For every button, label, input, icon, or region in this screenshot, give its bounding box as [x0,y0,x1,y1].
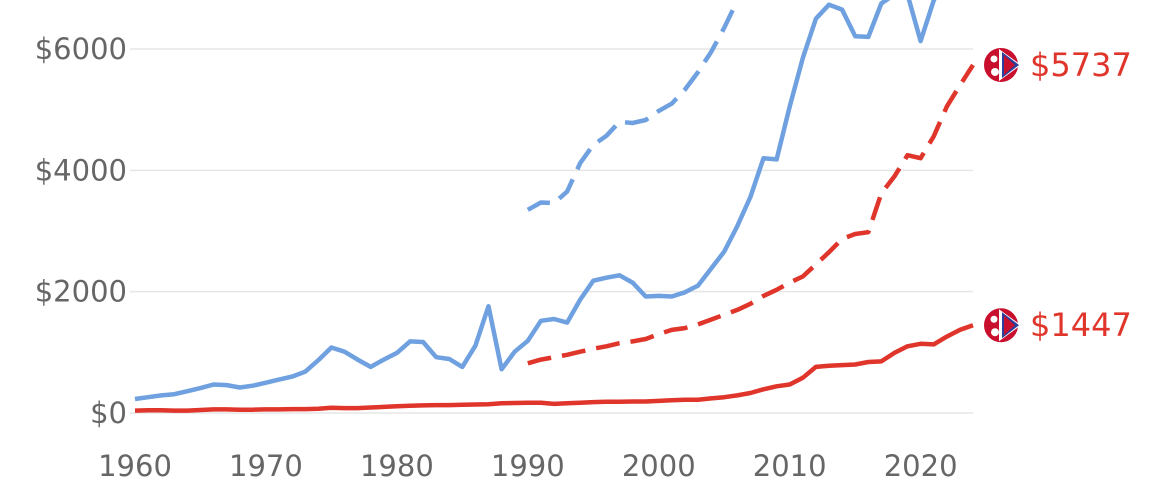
series-line-dashed-blue [526,0,740,212]
x-axis-ticks: 1960 1970 1980 1990 2000 2010 2020 [98,449,957,483]
end-value-label: $1447 [1030,306,1132,344]
x-tick-label: 2010 [753,449,827,483]
series-lines [134,0,975,413]
x-tick-label: 1990 [491,449,565,483]
end-value-label: $5737 [1030,46,1132,84]
y-tick-label: $2000 [35,275,127,309]
y-axis-ticks: $0 $2000 $4000 $6000 [35,32,127,430]
series-line-solid-blue [134,0,937,402]
y-tick-label: $0 [90,396,127,430]
x-tick-label: 1980 [360,449,434,483]
nepal-flag-icon [982,45,1021,84]
x-tick-label: 1970 [229,449,303,483]
series-line-dashed-red [527,63,975,366]
x-tick-label: 2000 [622,449,696,483]
y-tick-label: $4000 [35,153,127,187]
y-tick-label: $6000 [35,32,127,66]
series-line-solid-red [134,323,974,413]
nepal-flag-icon [982,306,1021,345]
end-markers: $5737 $1447 [982,45,1132,345]
gridlines [130,48,973,414]
x-tick-label: 1960 [98,449,172,483]
x-tick-label: 2020 [884,449,958,483]
